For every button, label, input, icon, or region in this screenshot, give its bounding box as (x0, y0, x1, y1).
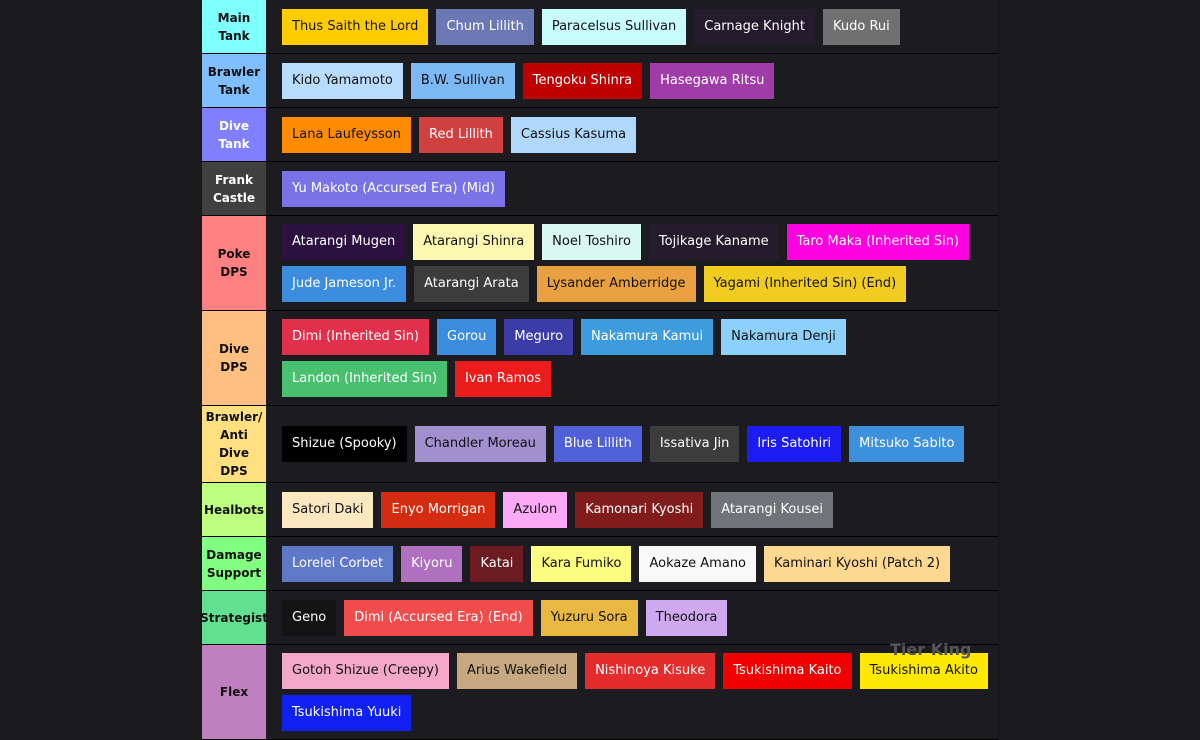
tier-item[interactable]: Ivan Ramos (455, 361, 551, 397)
tier-item[interactable]: Arius Wakefield (456, 653, 578, 689)
tier-items: Lorelei Corbet Kiyoru Katai Kara Fumiko Aoka… (266, 537, 960, 590)
tier-item[interactable]: Jude Jameson Jr. (282, 266, 407, 302)
tier-items: Geno Dimi (Accursed Era) (End) Yuzuru Sora… (266, 591, 737, 644)
page: Main Tank Thus Saith the Lord Chum Lillith… (200, 0, 998, 740)
tier-label: Dive DPS (202, 311, 266, 405)
tier-label: Damage Support (202, 537, 266, 590)
tier-item[interactable]: Gorou (437, 319, 497, 355)
tier-items: Yu Makoto (Accursed Era) (Mid) (266, 162, 515, 215)
tier-item[interactable]: Thus Saith the Lord (282, 8, 429, 45)
tier-item[interactable]: Azulon (503, 491, 568, 528)
tier-items: Lana Laufeysson Red Lillith Cassius Kasuma (266, 108, 646, 161)
tier-item[interactable]: Kamonari Kyoshi (575, 491, 704, 528)
tier-item[interactable]: Mitsuko Sabito (849, 426, 965, 462)
tier-item[interactable]: Issativa Jin (649, 426, 740, 462)
tier-label: Brawler/ Anti Dive DPS (202, 406, 266, 482)
tier-item[interactable]: Shizue (Spooky) (282, 426, 407, 462)
tier-row: Dive DPS Dimi (Inherited Sin) Gorou Meguro N… (202, 311, 998, 406)
tier-item[interactable]: Cassius Kasuma (510, 116, 637, 153)
tier-item[interactable]: Taro Maka (Inherited Sin) (786, 224, 970, 260)
tier-label: Poke DPS (202, 216, 266, 310)
tier-items: Dimi (Inherited Sin) Gorou Meguro Nakamura … (266, 311, 998, 405)
tier-item[interactable]: Noel Toshiro (542, 224, 641, 260)
tier-item[interactable]: Paracelsus Sullivan (541, 8, 687, 45)
tier-items: Kido Yamamoto B.W. Sullivan Tengoku Shinra… (266, 54, 784, 107)
tier-row: Brawler/ Anti Dive DPS Shizue (Spooky) Cha… (202, 406, 998, 483)
tier-item[interactable]: Chandler Moreau (414, 426, 546, 462)
tier-item[interactable]: Aokaze Amano (639, 545, 757, 582)
tier-items: Satori Daki Enyo Morrigan Azulon Kamonari K… (266, 483, 843, 536)
tier-item[interactable]: Nakamura Denji (721, 319, 846, 355)
tier-item[interactable]: Tengoku Shinra (522, 62, 643, 99)
tier-item[interactable]: Nakamura Kamui (581, 319, 714, 355)
tier-item[interactable]: Tsukishima Yuuki (282, 695, 412, 731)
tier-item[interactable]: Theodora (645, 599, 728, 636)
tier-item[interactable]: Yu Makoto (Accursed Era) (Mid) (282, 170, 505, 207)
tier-row: Healbots Satori Daki Enyo Morrigan Azulon Ka… (202, 483, 998, 537)
tier-row: Poke DPS Atarangi Mugen Atarangi Shinra Noe… (202, 216, 998, 311)
tier-row: Damage Support Lorelei Corbet Kiyoru Katai K… (202, 537, 998, 591)
tier-items: Gotoh Shizue (Creepy) Arius Wakefield Nish… (266, 645, 998, 739)
tier-items: Shizue (Spooky) Chandler Moreau Blue Lilli… (266, 406, 974, 482)
tier-item[interactable]: Dimi (Accursed Era) (End) (344, 599, 533, 636)
tier-label: Dive Tank (202, 108, 266, 161)
tier-item[interactable]: Dimi (Inherited Sin) (282, 319, 430, 355)
tier-item[interactable]: Blue Lillith (553, 426, 642, 462)
tier-list: Main Tank Thus Saith the Lord Chum Lillith… (200, 0, 998, 740)
tier-item[interactable]: Katai (470, 545, 524, 582)
tier-item[interactable]: Yuzuru Sora (540, 599, 638, 636)
tier-item[interactable]: B.W. Sullivan (410, 62, 515, 99)
tier-item[interactable]: Iris Satohiri (747, 426, 842, 462)
tier-label: Flex (202, 645, 266, 739)
tier-item[interactable]: Carnage Knight (694, 8, 815, 45)
tier-item[interactable]: Kudo Rui (822, 8, 900, 45)
tier-item[interactable]: Tojikage Kaname (648, 224, 779, 260)
tier-items: Thus Saith the Lord Chum Lillith Paracelsu… (266, 0, 910, 53)
tier-label: Strategist (200, 591, 268, 644)
watermark: Tier King (890, 640, 972, 659)
tier-item[interactable]: Kiyoru (401, 545, 463, 582)
tier-item[interactable]: Meguro (504, 319, 574, 355)
tier-item[interactable]: Kido Yamamoto (282, 62, 403, 99)
tier-row: Flex Gotoh Shizue (Creepy) Arius Wakefield… (202, 645, 998, 740)
tier-item[interactable]: Kara Fumiko (531, 545, 632, 582)
tier-item[interactable]: Tsukishima Kaito (723, 653, 852, 689)
tier-label: Brawler Tank (202, 54, 266, 107)
tier-item[interactable]: Landon (Inherited Sin) (282, 361, 448, 397)
tier-item[interactable]: Nishinoya Kisuke (585, 653, 716, 689)
tier-item[interactable]: Yagami (Inherited Sin) (End) (703, 266, 907, 302)
tier-item[interactable]: Gotoh Shizue (Creepy) (282, 653, 449, 689)
tier-item[interactable]: Atarangi Mugen (282, 224, 406, 260)
tier-row: Frank Castle Yu Makoto (Accursed Era) (Mi… (202, 162, 998, 216)
tier-item[interactable]: Lorelei Corbet (282, 545, 394, 582)
tier-item[interactable]: Lana Laufeysson (282, 116, 412, 153)
tier-row: Dive Tank Lana Laufeysson Red Lillith Cassi… (202, 108, 998, 162)
tier-item[interactable]: Atarangi Arata (414, 266, 529, 302)
tier-item[interactable]: Satori Daki (282, 491, 374, 528)
tier-item[interactable]: Kaminari Kyoshi (Patch 2) (764, 545, 951, 582)
tier-item[interactable]: Atarangi Shinra (413, 224, 535, 260)
tier-row: Main Tank Thus Saith the Lord Chum Lillith… (202, 0, 998, 54)
tier-label: Main Tank (202, 0, 266, 53)
tier-item[interactable]: Atarangi Kousei (711, 491, 833, 528)
tier-label: Frank Castle (202, 162, 266, 215)
tier-label: Healbots (202, 483, 266, 536)
tier-item[interactable]: Hasegawa Ritsu (650, 62, 775, 99)
tier-row: Brawler Tank Kido Yamamoto B.W. Sullivan Te… (202, 54, 998, 108)
tier-items: Atarangi Mugen Atarangi Shinra Noel Toshir… (266, 216, 998, 310)
tier-item[interactable]: Red Lillith (419, 116, 503, 153)
tier-row: Strategist Geno Dimi (Accursed Era) (End) Y… (200, 591, 998, 645)
tier-item[interactable]: Geno (282, 599, 337, 636)
tier-item[interactable]: Enyo Morrigan (381, 491, 496, 528)
tier-item[interactable]: Chum Lillith (436, 8, 534, 45)
tier-item[interactable]: Lysander Amberridge (536, 266, 696, 302)
